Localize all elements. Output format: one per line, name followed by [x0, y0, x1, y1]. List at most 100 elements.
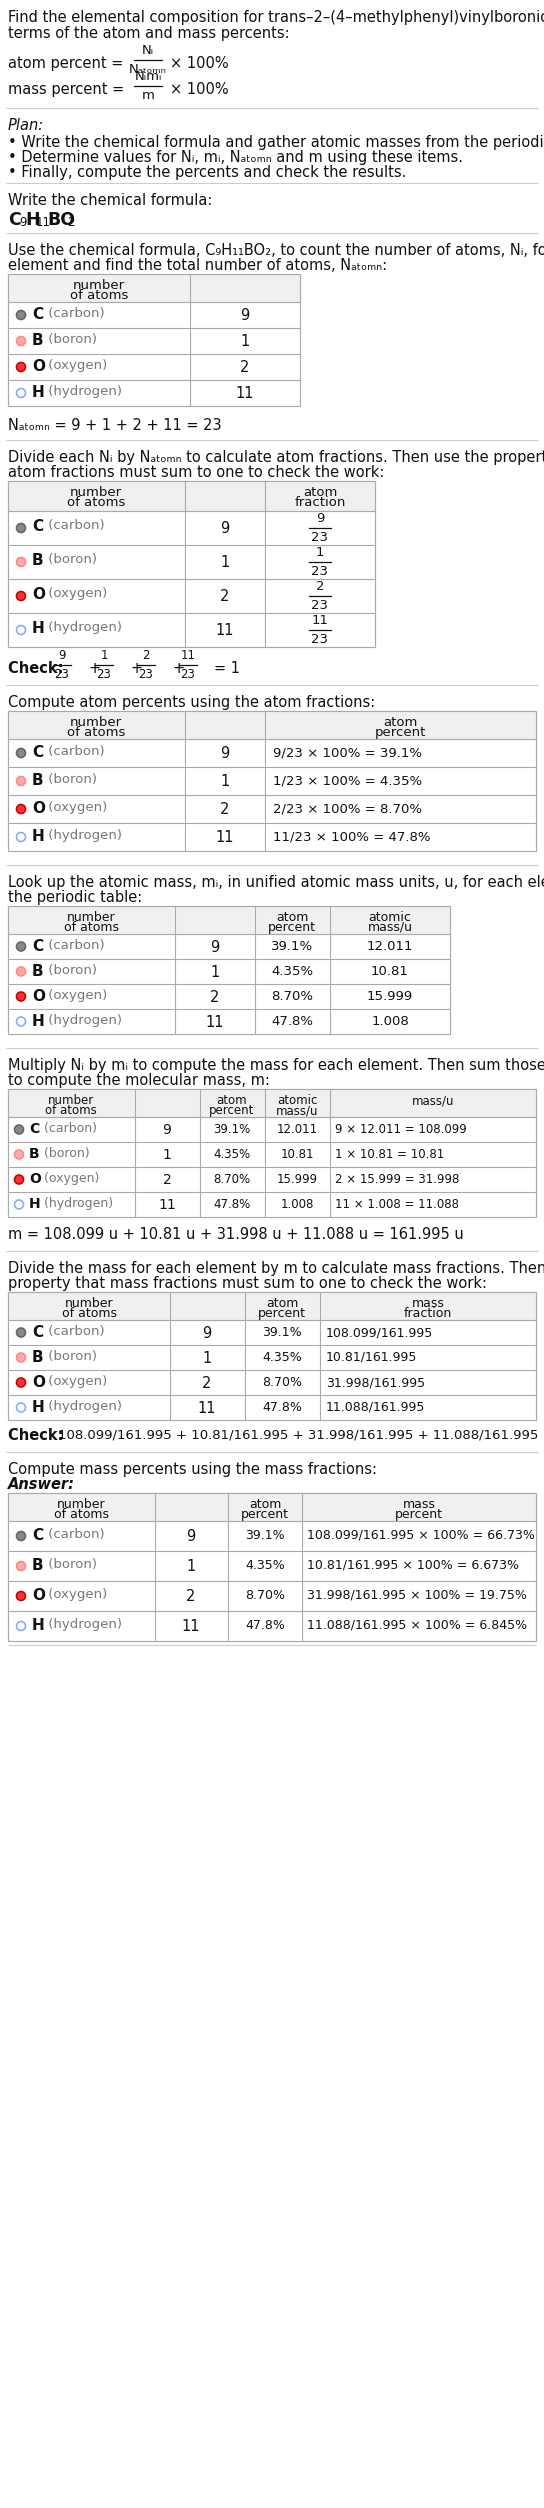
Text: 2: 2: [211, 991, 220, 1006]
Text: (oxygen): (oxygen): [44, 988, 107, 1003]
Text: atom percent =: atom percent =: [8, 55, 128, 70]
Text: C: C: [32, 745, 43, 760]
Text: 1: 1: [187, 1560, 196, 1575]
Text: C: C: [32, 1527, 43, 1542]
Bar: [8, 1492, 536, 1520]
Text: 11: 11: [312, 614, 329, 627]
Text: Nₐₜₒₘₙ: Nₐₜₒₘₙ: [129, 63, 167, 75]
Text: (carbon): (carbon): [44, 1324, 104, 1337]
Text: mass: mass: [403, 1497, 435, 1510]
Text: 11: 11: [182, 1620, 200, 1635]
Circle shape: [16, 364, 26, 371]
Circle shape: [16, 1402, 26, 1412]
Text: B: B: [32, 1557, 44, 1573]
Text: 108.099/161.995 × 100% = 66.73%: 108.099/161.995 × 100% = 66.73%: [307, 1530, 535, 1542]
Text: Look up the atomic mass, mᵢ, in unified atomic mass units, u, for each element i: Look up the atomic mass, mᵢ, in unified …: [8, 875, 544, 890]
Text: 12.011: 12.011: [367, 940, 413, 953]
Text: C: C: [32, 306, 43, 321]
Text: 2: 2: [240, 361, 250, 376]
Bar: [8, 1292, 536, 1420]
Bar: [8, 1492, 536, 1640]
Text: Find the elemental composition for trans–2–(4–methylphenyl)vinylboronic acid in: Find the elemental composition for trans…: [8, 10, 544, 25]
Text: 4.35%: 4.35%: [213, 1149, 251, 1161]
Circle shape: [16, 524, 26, 532]
Text: C: C: [32, 519, 43, 534]
Text: percent: percent: [374, 725, 426, 740]
Text: 39.1%: 39.1%: [262, 1327, 302, 1339]
Text: (boron): (boron): [44, 963, 97, 978]
Circle shape: [16, 1377, 26, 1387]
Text: (boron): (boron): [44, 772, 97, 785]
Text: percent: percent: [209, 1104, 255, 1116]
Text: (boron): (boron): [44, 334, 97, 346]
Text: 1: 1: [100, 650, 108, 662]
Text: (oxygen): (oxygen): [44, 1588, 107, 1600]
Text: O: O: [29, 1171, 41, 1186]
Text: 47.8%: 47.8%: [262, 1402, 302, 1415]
Text: Check:: Check:: [8, 1427, 69, 1442]
Text: Nᵢmᵢ: Nᵢmᵢ: [134, 70, 162, 83]
Text: mass/u: mass/u: [368, 920, 412, 933]
Text: (carbon): (carbon): [44, 938, 104, 953]
Text: 108.099/161.995 + 10.81/161.995 + 31.998/161.995 + 11.088/161.995 = 1: 108.099/161.995 + 10.81/161.995 + 31.998…: [58, 1427, 544, 1442]
Text: Plan:: Plan:: [8, 118, 44, 133]
Circle shape: [16, 747, 26, 757]
Text: O: O: [32, 1374, 45, 1389]
Text: 2: 2: [67, 216, 75, 228]
Text: B: B: [32, 963, 44, 978]
Bar: [8, 905, 450, 1033]
Text: 2: 2: [316, 579, 324, 592]
Circle shape: [16, 592, 26, 599]
Text: (boron): (boron): [44, 552, 97, 567]
Text: C: C: [32, 938, 43, 953]
Bar: [8, 905, 450, 933]
Text: Answer:: Answer:: [8, 1477, 75, 1492]
Circle shape: [16, 389, 26, 396]
Text: m: m: [141, 88, 154, 103]
Bar: [8, 710, 536, 740]
Text: +: +: [88, 662, 100, 677]
Text: O: O: [32, 359, 45, 374]
Text: 1.008: 1.008: [280, 1199, 314, 1211]
Text: 9: 9: [220, 522, 230, 537]
Text: (oxygen): (oxygen): [40, 1171, 100, 1184]
Text: 23: 23: [312, 632, 329, 647]
Bar: [8, 273, 300, 301]
Text: (hydrogen): (hydrogen): [44, 386, 122, 399]
Text: 11: 11: [216, 830, 234, 845]
Text: Multiply Nᵢ by mᵢ to compute the mass for each element. Then sum those values: Multiply Nᵢ by mᵢ to compute the mass fo…: [8, 1058, 544, 1073]
Text: 1: 1: [240, 334, 250, 349]
Text: mass/u: mass/u: [276, 1104, 318, 1116]
Circle shape: [16, 833, 26, 843]
Text: B: B: [32, 552, 44, 567]
Text: 10.81: 10.81: [371, 966, 409, 978]
Text: 1/23 × 100% = 4.35%: 1/23 × 100% = 4.35%: [273, 775, 422, 788]
Text: 1: 1: [211, 966, 220, 981]
Text: 1: 1: [163, 1149, 171, 1161]
Text: 9: 9: [220, 745, 230, 760]
Circle shape: [16, 336, 26, 346]
Text: (carbon): (carbon): [44, 745, 104, 757]
Text: 15.999: 15.999: [276, 1174, 318, 1186]
Text: atom fractions must sum to one to check the work:: atom fractions must sum to one to check …: [8, 464, 385, 479]
Text: atom: atom: [266, 1297, 298, 1309]
Text: 10.81/161.995 × 100% = 6.673%: 10.81/161.995 × 100% = 6.673%: [307, 1560, 519, 1573]
Text: atom: atom: [249, 1497, 281, 1510]
Text: of atoms: of atoms: [70, 288, 128, 301]
Text: 31.998/161.995: 31.998/161.995: [326, 1377, 425, 1389]
Text: 2/23 × 100% = 8.70%: 2/23 × 100% = 8.70%: [273, 803, 422, 815]
Text: 9: 9: [187, 1530, 196, 1545]
Text: number: number: [73, 278, 125, 291]
Text: (boron): (boron): [44, 1557, 97, 1570]
Circle shape: [16, 805, 26, 813]
Text: of atoms: of atoms: [67, 725, 125, 740]
Text: of atoms: of atoms: [53, 1507, 108, 1520]
Text: C: C: [32, 1324, 43, 1339]
Text: 2: 2: [220, 589, 230, 604]
Text: 31.998/161.995 × 100% = 19.75%: 31.998/161.995 × 100% = 19.75%: [307, 1590, 527, 1603]
Text: 8.70%: 8.70%: [262, 1377, 302, 1389]
Text: (hydrogen): (hydrogen): [44, 622, 122, 635]
Circle shape: [16, 943, 26, 951]
Text: 12.011: 12.011: [276, 1124, 318, 1136]
Text: 1: 1: [220, 775, 230, 790]
